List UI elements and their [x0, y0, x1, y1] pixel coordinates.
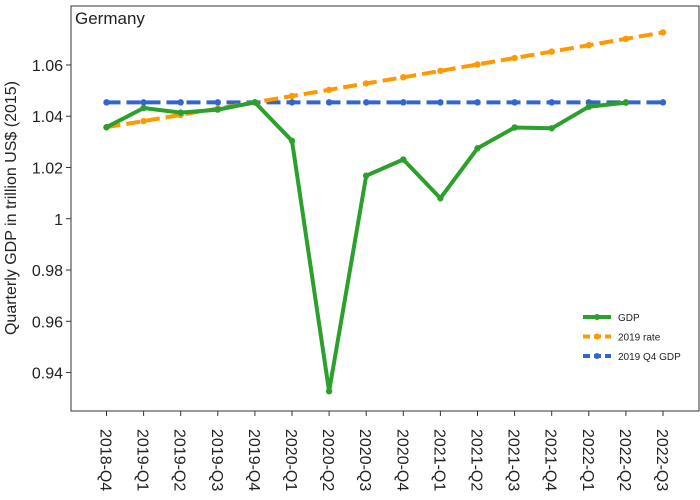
x-tick-label: 2021-Q3: [505, 429, 522, 491]
data-point: [437, 67, 444, 75]
data-point: [288, 99, 296, 106]
data-point: [511, 99, 518, 106]
data-point: [251, 99, 259, 106]
x-axis: 2018-Q4 2019-Q1 2019-Q2 2019-Q3 2019-Q4 2020-…: [97, 411, 670, 491]
data-point: [474, 61, 481, 68]
data-point: [548, 48, 555, 55]
legend-item: GDP: [583, 313, 640, 324]
y-tick-label: 0.94: [32, 366, 63, 383]
data-point: [437, 99, 444, 106]
data-point: [585, 42, 592, 49]
data-point: [325, 86, 333, 94]
data-point: [214, 106, 221, 113]
x-tick-label: 2018-Q4: [97, 429, 114, 491]
x-tick-label: 2022-Q3: [653, 429, 670, 491]
legend-label: GDP: [618, 313, 640, 324]
data-point: [400, 99, 407, 106]
chart-title: Germany: [75, 9, 145, 28]
x-tick-label: 2022-Q2: [616, 429, 633, 491]
x-tick-label: 2019-Q4: [245, 429, 262, 491]
plot-area: [70, 5, 700, 412]
data-point: [177, 99, 184, 106]
data-point: [511, 124, 518, 131]
legend-marker: [594, 333, 600, 340]
series-layer: [103, 29, 667, 395]
data-point: [103, 99, 110, 106]
data-point: [214, 99, 221, 106]
data-point: [659, 99, 667, 106]
legend: GDP 2019 rate 2019 Q4 GDP: [583, 313, 681, 363]
x-tick-label: 2021-Q1: [430, 429, 447, 491]
legend-item: 2019 Q4 GDP: [583, 352, 681, 363]
data-point: [140, 99, 147, 106]
x-tick-label: 2019-Q1: [134, 429, 151, 491]
legend-item: 2019 rate: [583, 333, 661, 344]
data-point: [325, 99, 333, 106]
data-point: [622, 99, 630, 106]
data-point: [140, 104, 147, 112]
data-point: [585, 103, 592, 110]
y-tick-label: 0.98: [32, 263, 63, 280]
x-tick-label: 2020-Q3: [356, 429, 373, 491]
x-tick-label: 2022-Q1: [579, 429, 596, 491]
x-tick-label: 2020-Q4: [393, 429, 410, 491]
x-tick-label: 2019-Q3: [208, 429, 225, 491]
data-point: [103, 124, 110, 131]
data-point: [548, 125, 555, 132]
data-point: [511, 54, 518, 62]
x-tick-label: 2021-Q4: [542, 429, 559, 491]
data-point: [548, 99, 555, 106]
data-point: [622, 35, 630, 43]
series-line: [106, 30, 664, 130]
y-tick-label: 1.02: [32, 160, 63, 177]
x-tick-label: 2019-Q2: [171, 429, 188, 491]
data-point: [659, 29, 667, 36]
legend-marker: [594, 353, 600, 359]
x-tick-label: 2020-Q2: [319, 429, 336, 491]
y-tick-label: 1.04: [32, 109, 63, 126]
data-point: [400, 156, 407, 163]
data-point: [288, 92, 296, 100]
legend-label: 2019 rate: [618, 333, 661, 344]
x-tick-label: 2020-Q1: [282, 429, 299, 491]
data-point: [474, 145, 481, 152]
data-point: [437, 195, 444, 202]
data-point: [325, 388, 333, 395]
data-point: [363, 80, 370, 87]
data-point: [363, 172, 370, 179]
data-point: [474, 99, 481, 106]
y-tick-label: 0.96: [32, 314, 63, 331]
legend-marker: [594, 314, 600, 320]
x-tick-label: 2021-Q2: [468, 429, 485, 491]
y-axis: 0.94 0.96 0.98 1 1.02 1.04 1.06: [32, 58, 71, 383]
data-point: [177, 109, 184, 116]
y-tick-label: 1.06: [32, 58, 63, 75]
data-point: [400, 74, 407, 81]
y-axis-label: Quarterly GDP in trillion US$ (2015): [3, 81, 20, 335]
data-point: [288, 137, 296, 145]
y-tick-label: 1: [54, 212, 63, 229]
data-point: [140, 117, 147, 125]
legend-label: 2019 Q4 GDP: [618, 352, 681, 363]
data-point: [363, 99, 370, 106]
series-gdp: [103, 99, 630, 395]
